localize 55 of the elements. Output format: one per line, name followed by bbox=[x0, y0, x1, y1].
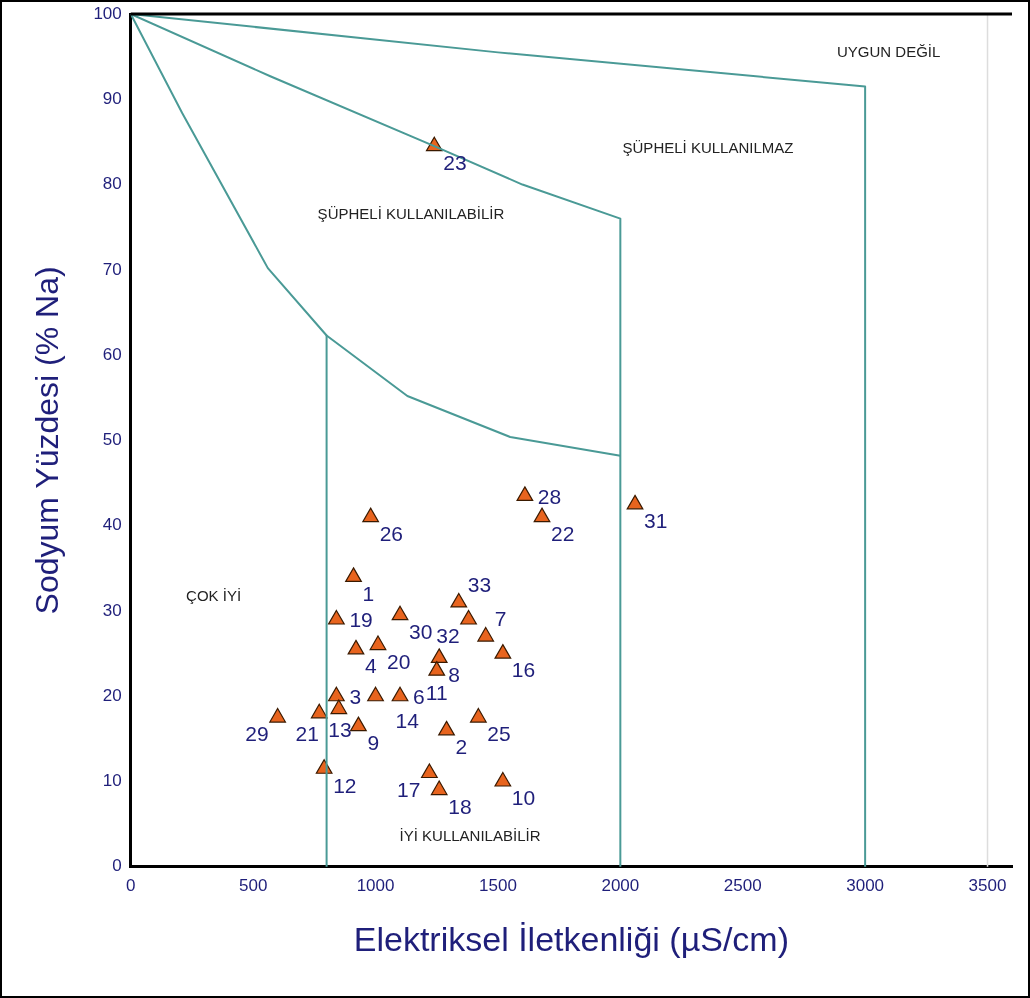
annotation: ÇOK İYİ bbox=[186, 587, 242, 605]
annotation: 19 bbox=[349, 608, 373, 632]
annotation: 30 bbox=[409, 620, 433, 644]
annotation: 10 bbox=[511, 786, 536, 810]
x-tick-label: 3000 bbox=[846, 875, 885, 895]
x-tick-label: 2500 bbox=[723, 875, 762, 895]
x-tick-label: 3500 bbox=[968, 875, 1007, 895]
y-tick-label: 0 bbox=[112, 856, 122, 876]
y-tick-label: 40 bbox=[102, 515, 122, 535]
annotation: 3 bbox=[349, 685, 362, 709]
annotation: 28 bbox=[537, 484, 562, 508]
annotation: 26 bbox=[379, 521, 404, 545]
annotation: 12 bbox=[333, 773, 357, 797]
y-tick-label: 80 bbox=[102, 174, 122, 194]
annotation: 31 bbox=[644, 509, 668, 533]
y-axis-title: Sodyum Yüzdesi (% Na) bbox=[29, 266, 66, 615]
annotation: 18 bbox=[448, 794, 472, 818]
annotation: 25 bbox=[487, 722, 511, 746]
annotation: 7 bbox=[494, 607, 507, 631]
x-tick-label: 0 bbox=[126, 875, 136, 895]
y-tick-label: 100 bbox=[93, 3, 122, 23]
annotation: ŞÜPHELİ KULLANILABİLİR bbox=[317, 205, 505, 223]
annotation: 6 bbox=[413, 685, 425, 709]
annotation: 20 bbox=[387, 649, 411, 673]
x-tick-label: 1000 bbox=[356, 875, 395, 895]
x-axis-title: Elektriksel İletkenliği (µS/cm) bbox=[353, 919, 790, 958]
x-tick-label: 2000 bbox=[601, 875, 640, 895]
annotation: 4 bbox=[364, 654, 377, 678]
annotation: UYGUN DEĞİL bbox=[836, 43, 941, 61]
annotation: 9 bbox=[367, 730, 380, 754]
y-tick-label: 50 bbox=[102, 430, 122, 450]
annotation: 11 bbox=[425, 681, 448, 705]
annotation: 13 bbox=[328, 718, 352, 742]
y-tick-label: 30 bbox=[102, 600, 122, 620]
annotation: ŞÜPHELİ KULLANILMAZ bbox=[622, 138, 794, 156]
annotation: 1 bbox=[362, 581, 375, 605]
annotation: 22 bbox=[551, 521, 575, 545]
annotation: 8 bbox=[448, 662, 460, 686]
annotation: 14 bbox=[395, 709, 420, 733]
x-tick-label: 1500 bbox=[479, 875, 517, 895]
y-tick-label: 60 bbox=[102, 344, 122, 364]
annotation: 16 bbox=[511, 658, 536, 682]
x-tick-label: 500 bbox=[238, 875, 268, 895]
annotation: 21 bbox=[295, 721, 319, 745]
annotation: 2 bbox=[455, 735, 468, 759]
annotation: 29 bbox=[245, 722, 269, 746]
annotation: 17 bbox=[397, 777, 421, 801]
y-tick-label: 90 bbox=[102, 88, 122, 108]
y-tick-label: 10 bbox=[102, 771, 122, 791]
annotation: İYİ KULLANILABİLİR bbox=[399, 827, 541, 845]
annotation: 33 bbox=[467, 573, 492, 597]
annotation: 32 bbox=[436, 624, 460, 648]
y-tick-label: 70 bbox=[102, 259, 122, 279]
annotation: 23 bbox=[443, 150, 467, 174]
y-tick-label: 20 bbox=[102, 685, 122, 705]
